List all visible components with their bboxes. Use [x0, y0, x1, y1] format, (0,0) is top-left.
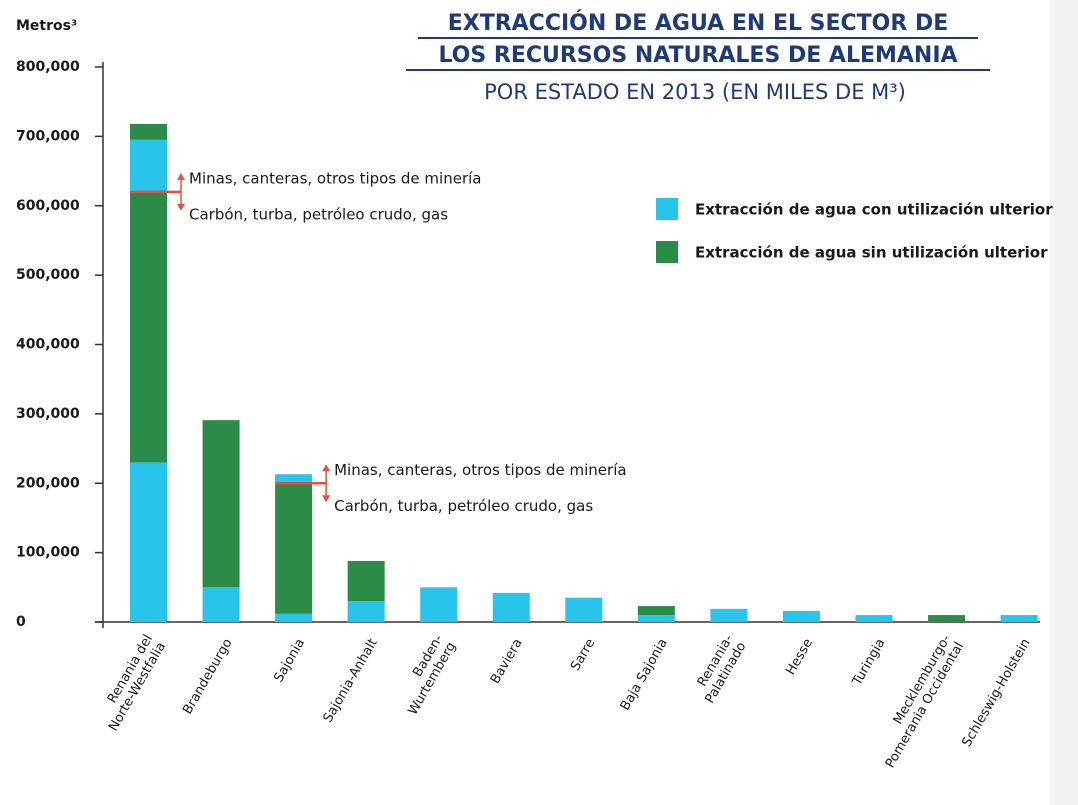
x-tick-label: Renania-Palatinado: [695, 632, 750, 706]
x-tick-label-line: Sarre: [568, 636, 598, 673]
y-tick-label: 100,000: [16, 545, 80, 561]
chart-title: LOS RECURSOS NATURALES DE ALEMANIA: [438, 43, 957, 68]
bar-segment: [347, 560, 385, 602]
x-tick-label: Mecklemburgo-Pomerania Occidental: [883, 632, 967, 771]
bar-segment: [275, 613, 313, 622]
legend-swatch: [656, 198, 678, 220]
bar-segment: [637, 615, 675, 622]
bar-segment: [637, 606, 675, 616]
x-tick-label-line: Sajonia: [271, 636, 308, 685]
x-tick-label-line: Turingia: [849, 636, 888, 689]
x-tick-label: Turingia: [849, 636, 888, 689]
y-tick-label: 0: [16, 614, 26, 630]
legend-swatch: [656, 241, 678, 263]
x-tick-label: Baja Sajonia: [618, 636, 671, 713]
annotation: Minas, canteras, otros tipos de minería: [189, 169, 481, 187]
bar-segment: [782, 610, 820, 622]
legend-label: Extracción de agua sin utilización ulter…: [695, 244, 1048, 262]
x-tick-label: Sajonia: [271, 636, 308, 685]
x-tick-label: Hesse: [783, 636, 816, 678]
bar-segment: [130, 462, 167, 622]
bar-segment: [202, 420, 240, 588]
y-tick-label: 700,000: [16, 128, 80, 144]
bar-segment: [710, 608, 748, 622]
bar-segment: [420, 587, 458, 622]
annotation: Carbón, turba, petróleo crudo, gas: [189, 205, 448, 223]
y-tick-label: 500,000: [16, 267, 80, 283]
bar-segment: [130, 191, 167, 463]
y-tick-label: 200,000: [16, 475, 80, 491]
subtitle: POR ESTADO EN 2013 (EN MILES DE M³): [484, 80, 906, 104]
y-axis-label: Metros³: [16, 18, 77, 34]
bar-segment: [492, 592, 530, 622]
bar-segment: [130, 139, 167, 192]
x-tick-label-line: Brandeburgo: [180, 636, 235, 717]
bar-segment: [130, 123, 167, 140]
bar-segment: [347, 601, 385, 622]
bar-segment: [275, 483, 313, 614]
bar-segment: [855, 615, 893, 622]
x-tick-label: Baviera: [488, 636, 526, 686]
bar-segment: [565, 597, 603, 622]
annotation: Carbón, turba, petróleo crudo, gas: [334, 497, 593, 515]
annotation: Minas, canteras, otros tipos de minería: [334, 461, 626, 479]
x-tick-label-line: Baja Sajonia: [618, 636, 671, 713]
chart-title: EXTRACCIÓN DE AGUA EN EL SECTOR DE: [448, 10, 949, 36]
x-tick-label: Sarre: [568, 636, 598, 673]
x-tick-label-line: Sajonia-Anhalt: [321, 636, 381, 725]
x-tick-label: Sajonia-Anhalt: [321, 636, 381, 725]
side-strip: [1050, 0, 1078, 805]
y-tick-label: 600,000: [16, 198, 80, 214]
x-tick-label: Baden-Wurtemberg: [406, 632, 460, 718]
x-tick-label-line: Schleswig-Holstein: [959, 636, 1033, 749]
bar-segment: [202, 587, 240, 622]
x-tick-label-line: Baviera: [488, 636, 526, 686]
bar-segment: [1000, 615, 1038, 622]
x-tick-label: Schleswig-Holstein: [959, 636, 1033, 749]
legend-label: Extracción de agua con utilización ulter…: [695, 201, 1053, 219]
y-tick-label: 800,000: [16, 59, 80, 75]
y-tick-label: 300,000: [16, 406, 80, 422]
x-tick-label-line: Hesse: [783, 636, 816, 678]
y-tick-label: 400,000: [16, 337, 80, 353]
bar-segment: [275, 474, 313, 484]
x-tick-label: Brandeburgo: [180, 636, 235, 717]
bar-segment: [928, 615, 966, 622]
